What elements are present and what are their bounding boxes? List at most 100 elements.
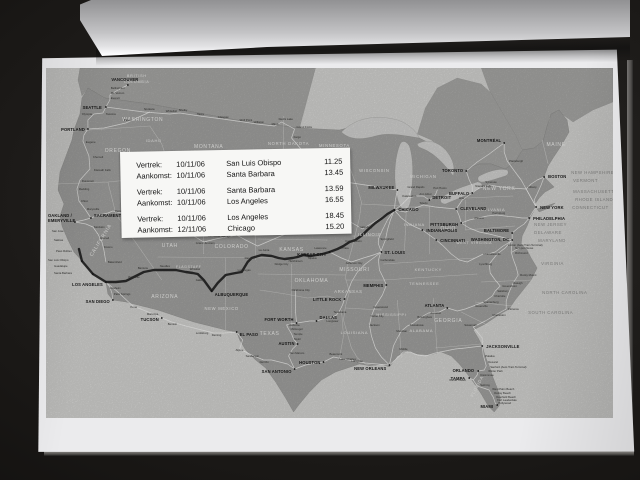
leg-station: Santa Barbara xyxy=(226,185,276,195)
leg-time: 13.59 xyxy=(324,183,344,194)
rail-route-line xyxy=(511,176,545,241)
city-label: OAKLAND / xyxy=(48,213,73,218)
rail-route-line xyxy=(378,209,395,253)
town-label: Redding xyxy=(79,187,90,191)
state-label: ARIZONA xyxy=(151,294,178,300)
town-label: Birmingham xyxy=(417,315,433,319)
town-label: Lafayette xyxy=(351,359,363,363)
town-label: Anaheim xyxy=(110,286,122,290)
town-label: Winter Haven xyxy=(449,378,466,382)
state-border xyxy=(461,311,490,327)
town-label: Greenville xyxy=(475,304,488,308)
town-label: Niagara Falls xyxy=(475,184,492,188)
station-dot xyxy=(90,217,92,219)
city-label: DENVER xyxy=(240,230,258,235)
state-border xyxy=(383,273,478,281)
lake-superior xyxy=(341,117,420,139)
town-label: Sanford (Auto Train Terminal) xyxy=(490,365,526,369)
highlighted-journey-route xyxy=(77,208,396,293)
town-label: Fort Lauderdale xyxy=(497,398,517,402)
rail-route-line xyxy=(295,289,297,324)
town-label: Greenwood xyxy=(373,305,388,309)
town-label: Charlottesville xyxy=(483,252,501,256)
station-dot xyxy=(496,404,499,406)
state-border xyxy=(433,297,438,355)
town-label: Rocky Mount xyxy=(520,273,536,277)
coastal-state-label: DELAWARE xyxy=(534,230,562,235)
rail-route-line xyxy=(286,251,382,370)
schedule-row: Vertrek: 10/11/06 Los Angeles 18.45 xyxy=(137,210,351,225)
city-label: CLEVELAND xyxy=(460,206,486,211)
town-label: Cleburne xyxy=(289,323,301,327)
city-label: BALTIMORE xyxy=(484,228,509,233)
town-label: Kalamazoo xyxy=(402,194,416,198)
city-label: PHILADELPHIA xyxy=(533,216,565,221)
town-label: Everett xyxy=(111,96,120,100)
coastal-state-label: NEW HAMPSHIRE xyxy=(571,170,613,175)
town-label: Salinas xyxy=(54,238,64,242)
state-label: IDAHO xyxy=(146,138,162,143)
city-label: SAN DIEGO xyxy=(86,299,110,304)
city-label: DETROIT xyxy=(432,195,451,200)
state-label: LOUISIANA xyxy=(341,330,369,335)
town-label: Erie xyxy=(459,196,464,200)
town-label: Lawrence xyxy=(315,246,328,250)
map-print: BRITISH COLUMBIA WASHINGTON OREGON IDAHO MONT… xyxy=(46,68,613,418)
town-label: Carbondale xyxy=(380,258,395,262)
state-border xyxy=(467,195,514,199)
state-label: MISSISSIPPI xyxy=(376,313,406,317)
state-label: MINNESOTA xyxy=(319,143,350,148)
state-border xyxy=(383,257,476,265)
rail-route-line xyxy=(394,184,537,213)
coastal-state-label: NEW JERSEY xyxy=(534,222,567,227)
town-label: Newport News xyxy=(515,246,534,250)
city-label: TORONTO xyxy=(442,168,463,173)
town-label: Olympia xyxy=(82,112,93,116)
state-border xyxy=(475,301,514,307)
rail-route-line xyxy=(511,247,522,253)
city-label: NEW ORLEANS xyxy=(354,366,386,371)
station-dot xyxy=(511,232,514,234)
coastal-state-label: VERMONT xyxy=(573,178,598,183)
leg-label: Vertrek: xyxy=(136,160,163,170)
station-dot xyxy=(421,229,424,231)
state-label: OREGON xyxy=(105,148,131,154)
station-dot xyxy=(328,251,331,253)
state-border xyxy=(361,203,402,207)
long-island xyxy=(536,202,556,213)
town-label: Toledo xyxy=(419,201,428,205)
state-label: MAINE xyxy=(546,142,565,148)
city-label: MONTRÉAL xyxy=(477,138,502,143)
state-border xyxy=(257,238,328,241)
town-label: Spartanburg xyxy=(483,300,499,304)
rail-route-line xyxy=(389,239,513,366)
town-label: Harrisburg xyxy=(492,211,505,215)
leg-date: 10/11/06 xyxy=(176,170,206,180)
city-label: SAN ANTONIO xyxy=(262,369,292,374)
town-label: La Junta xyxy=(259,248,270,252)
book-page: BRITISH COLUMBIA WASHINGTON OREGON IDAHO MONT… xyxy=(38,49,635,452)
rail-route-line xyxy=(465,170,473,194)
rail-route-line xyxy=(329,251,382,263)
leg-time: 18.45 xyxy=(325,210,345,221)
state-border xyxy=(285,153,344,157)
town-label: La Plata xyxy=(338,246,349,250)
town-label: Temple xyxy=(294,332,303,336)
city-label: ST. LOUIS xyxy=(384,250,405,255)
rail-route-line xyxy=(460,214,530,224)
town-label: Palatka xyxy=(485,354,495,358)
state-label: NEW YORK xyxy=(483,186,516,192)
state-label: MONTANA xyxy=(194,144,223,150)
town-label: Taylor xyxy=(294,337,301,341)
state-label: BRITISH xyxy=(127,74,147,78)
station-dot xyxy=(435,239,438,241)
town-label: Springfield xyxy=(380,237,394,241)
town-label: Raleigh xyxy=(513,281,523,285)
town-label: Jefferson City xyxy=(345,261,363,265)
state-border xyxy=(345,307,382,311)
schedule-row: Aankomst: 10/11/06 Los Angeles 16.55 xyxy=(137,194,351,209)
station-dot xyxy=(511,239,514,241)
town-label: DeLand xyxy=(488,360,498,364)
station-dot xyxy=(481,345,484,347)
town-label: Grand Junction xyxy=(196,241,215,245)
